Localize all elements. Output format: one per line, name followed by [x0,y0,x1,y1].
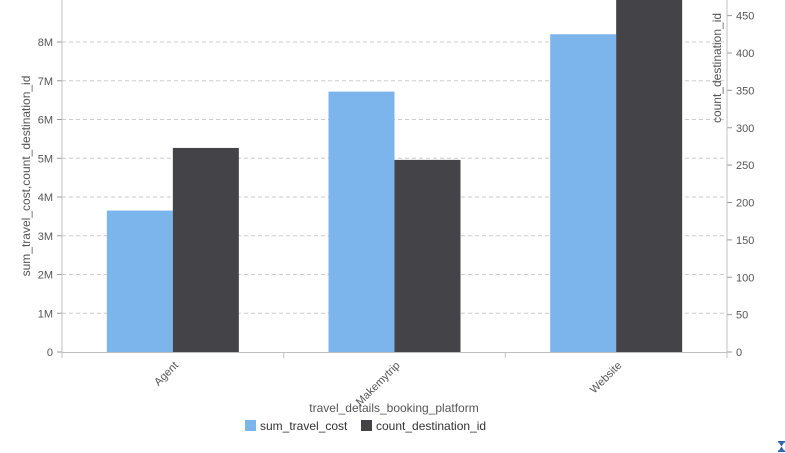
y-left-tick-labels: 0 1M 2M 3M 4M 5M 6M 7M 8M [38,37,53,359]
y-left-tick-label: 6M [38,115,53,127]
bar-count_destination_id-agent[interactable] [172,147,239,352]
hourglass-icon[interactable] [778,441,785,452]
y-axis-title: sum_travel_cost,count_destination_id [19,76,33,277]
y-left-tick-label: 2M [38,270,53,282]
y-left-tick-label: 0 [47,347,53,359]
bar-sum_travel_cost-website[interactable] [550,34,617,352]
y-left-tick-label: 7M [38,76,53,88]
y-right-tick-label: 200 [736,198,754,210]
bar-count_destination_id-makemytrip[interactable] [394,159,461,352]
y-right-tick-label: 0 [736,347,742,359]
y-right-tick-label: 350 [736,85,754,97]
y-left-tick-label: 4M [38,192,53,204]
y-right-tick-label: 450 [736,11,754,23]
y-right-tick-label: 100 [736,272,754,284]
bar-sum_travel_cost-agent[interactable] [106,210,173,352]
y2-axis-title: count_destination_id [710,13,724,123]
bar-sum_travel_cost-makemytrip[interactable] [328,91,395,352]
legend-swatch [361,420,372,431]
y-left-tick-label: 5M [38,153,53,165]
legend-item-count_destination_id[interactable]: count_destination_id [361,419,486,433]
y-left-tick-label: 1M [38,308,53,320]
x-tick-label: Website [588,360,624,396]
legend-swatch [245,420,256,431]
bars [106,0,683,353]
y-left-tick-label: 8M [38,37,53,49]
y-right-tick-label: 150 [736,235,754,247]
y-left-tick-label: 3M [38,231,53,243]
y-right-tick-labels: 0 50 100 150 200 250 300 350 400 450 [736,11,754,359]
legend-item-sum_travel_cost[interactable]: sum_travel_cost [245,419,348,433]
legend: sum_travel_cost count_destination_id [245,419,486,433]
x-tick-label: Agent [152,360,181,389]
legend-label: sum_travel_cost [260,419,348,433]
legend-label: count_destination_id [376,419,486,433]
y-right-tick-label: 50 [736,310,748,322]
axes [57,0,732,358]
y-right-tick-label: 250 [736,160,754,172]
bar-count_destination_id-website[interactable] [616,0,683,353]
y-right-tick-label: 400 [736,48,754,60]
x-axis-title: travel_details_booking_platform [309,401,478,415]
y-right-tick-label: 300 [736,123,754,135]
